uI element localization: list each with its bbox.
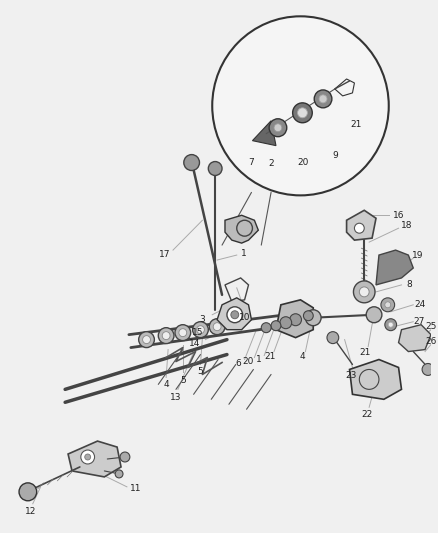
Polygon shape — [68, 441, 121, 477]
Circle shape — [158, 328, 174, 344]
Circle shape — [314, 90, 332, 108]
Circle shape — [359, 287, 369, 297]
Circle shape — [422, 364, 434, 375]
Circle shape — [115, 470, 123, 478]
Text: 10: 10 — [239, 313, 251, 322]
Circle shape — [304, 311, 313, 321]
Text: 9: 9 — [332, 151, 338, 160]
Text: 20: 20 — [243, 357, 254, 366]
Text: 4: 4 — [163, 380, 169, 389]
Text: 25: 25 — [425, 322, 437, 331]
Text: 16: 16 — [393, 211, 404, 220]
Polygon shape — [225, 215, 258, 243]
Circle shape — [327, 332, 339, 344]
Text: 27: 27 — [413, 317, 425, 326]
Polygon shape — [252, 121, 276, 146]
Circle shape — [297, 108, 307, 118]
Text: 14: 14 — [189, 339, 200, 348]
Circle shape — [213, 322, 221, 330]
Text: 6: 6 — [236, 359, 242, 368]
Text: 21: 21 — [265, 352, 276, 361]
Circle shape — [175, 325, 191, 341]
Circle shape — [209, 319, 225, 335]
Circle shape — [280, 317, 292, 329]
Circle shape — [139, 332, 154, 348]
Circle shape — [162, 332, 170, 340]
Text: 21: 21 — [351, 120, 362, 129]
Circle shape — [381, 298, 395, 312]
Circle shape — [293, 103, 312, 123]
Polygon shape — [399, 325, 431, 352]
Text: 2: 2 — [268, 159, 274, 168]
Text: 5: 5 — [180, 376, 186, 385]
Polygon shape — [346, 211, 376, 240]
Text: 4: 4 — [300, 352, 305, 361]
Text: 1: 1 — [256, 355, 262, 364]
Polygon shape — [217, 298, 251, 330]
Circle shape — [385, 319, 396, 330]
Text: 24: 24 — [414, 300, 426, 309]
Text: 8: 8 — [406, 280, 412, 289]
Circle shape — [354, 223, 364, 233]
Text: 26: 26 — [425, 337, 437, 346]
Circle shape — [305, 310, 321, 326]
Text: 11: 11 — [130, 484, 141, 494]
Circle shape — [81, 450, 95, 464]
Circle shape — [388, 322, 393, 327]
Circle shape — [290, 314, 301, 326]
Circle shape — [184, 155, 199, 171]
Text: 3: 3 — [200, 315, 205, 324]
Text: 15: 15 — [192, 328, 203, 337]
Circle shape — [319, 95, 327, 103]
Text: 5: 5 — [198, 367, 203, 376]
Text: 23: 23 — [346, 371, 357, 380]
Circle shape — [120, 452, 130, 462]
Text: 21: 21 — [360, 348, 371, 357]
Circle shape — [193, 322, 208, 337]
Text: 1: 1 — [241, 248, 247, 257]
Text: 7: 7 — [249, 158, 254, 167]
Circle shape — [231, 311, 239, 319]
Polygon shape — [350, 360, 402, 399]
Circle shape — [179, 329, 187, 337]
Circle shape — [85, 454, 91, 460]
Text: 13: 13 — [170, 393, 182, 402]
Circle shape — [261, 322, 271, 333]
Circle shape — [197, 326, 205, 334]
Circle shape — [271, 321, 281, 330]
Text: 17: 17 — [159, 249, 171, 259]
Text: 19: 19 — [413, 251, 424, 260]
Text: 12: 12 — [25, 507, 36, 516]
Circle shape — [385, 302, 391, 308]
Polygon shape — [376, 250, 413, 285]
Circle shape — [274, 124, 282, 132]
Circle shape — [227, 307, 243, 322]
Circle shape — [269, 119, 287, 136]
Text: 22: 22 — [361, 410, 373, 419]
Circle shape — [366, 307, 382, 322]
Text: 20: 20 — [298, 158, 309, 167]
Circle shape — [208, 161, 222, 175]
Circle shape — [143, 336, 150, 344]
Text: 18: 18 — [401, 221, 412, 230]
Circle shape — [19, 483, 37, 501]
Polygon shape — [276, 300, 313, 337]
Circle shape — [212, 17, 389, 196]
Circle shape — [353, 281, 375, 303]
